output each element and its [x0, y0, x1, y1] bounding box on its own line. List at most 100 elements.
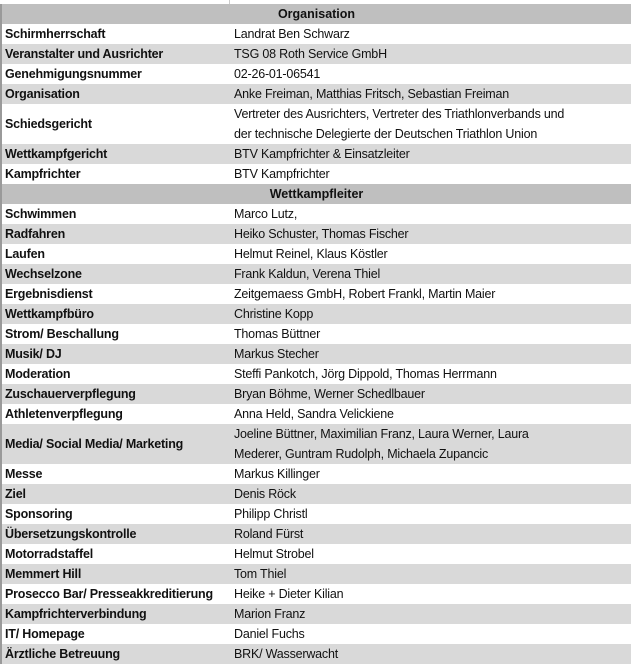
row-value: BTV Kampfrichter & Einsatzleiter [230, 144, 631, 164]
table-row: Radfahren Heiko Schuster, Thomas Fischer [2, 224, 631, 244]
table-row: Organisation Anke Freiman, Matthias Frits… [2, 84, 631, 104]
row-value: Bryan Böhme, Werner Schedlbauer [230, 384, 631, 404]
row-value: Tom Thiel [230, 564, 631, 584]
row-value-line: Marco Lutz, [234, 207, 298, 221]
row-label: Kampfrichterverbindung [5, 607, 147, 621]
row-value: Frank Kaldun, Verena Thiel [230, 264, 631, 284]
table-row: Messe Markus Killinger [2, 464, 631, 484]
row-value: Zeitgemaess GmbH, Robert Frankl, Martin … [230, 284, 631, 304]
row-label: Moderation [5, 367, 71, 381]
row-value-line: Heiko Schuster, Thomas Fischer [234, 227, 409, 241]
table-row: Strom/ Beschallung Thomas Büttner [2, 324, 631, 344]
row-label: Athletenverpflegung [5, 407, 123, 421]
table-row: Wechselzone Frank Kaldun, Verena Thiel [2, 264, 631, 284]
row-value: Roland Fürst [230, 524, 631, 544]
organisation-table: Organisation Schirmherrschaft Landrat Ben … [0, 4, 631, 664]
table-row: Schiedsgericht Vertreter des Ausrichters,… [2, 104, 631, 144]
row-value: Markus Killinger [230, 464, 631, 484]
row-value-line: Frank Kaldun, Verena Thiel [234, 267, 381, 281]
row-value-line: BTV Kampfrichter [234, 167, 330, 181]
row-value-line: Mederer, Guntram Rudolph, Michaela Zupan… [234, 447, 489, 461]
table-row: Übersetzungskontrolle Roland Fürst [2, 524, 631, 544]
row-value: Landrat Ben Schwarz [230, 24, 631, 44]
row-value-line: Tom Thiel [234, 567, 287, 581]
table-row: Sponsoring Philipp Christl [2, 504, 631, 524]
row-value: Anna Held, Sandra Velickiene [230, 404, 631, 424]
row-value-line: Helmut Strobel [234, 547, 314, 561]
table-row: Musik/ DJ Markus Stecher [2, 344, 631, 364]
row-value-line: Markus Killinger [234, 467, 320, 481]
row-value-line: Markus Stecher [234, 347, 319, 361]
row-value-line: Denis Röck [234, 487, 296, 501]
row-value: Steffi Pankotch, Jörg Dippold, Thomas He… [230, 364, 631, 384]
row-value-line: Philipp Christl [234, 507, 308, 521]
row-label: Memmert Hill [5, 567, 82, 581]
table-row: Athletenverpflegung Anna Held, Sandra Vel… [2, 404, 631, 424]
row-value-line: Landrat Ben Schwarz [234, 27, 350, 41]
row-label: Wettkampfbüro [5, 307, 94, 321]
row-value: Markus Stecher [230, 344, 631, 364]
row-value-line: Anna Held, Sandra Velickiene [234, 407, 394, 421]
table-row: Schwimmen Marco Lutz, [2, 204, 631, 224]
row-value: Thomas Büttner [230, 324, 631, 344]
row-label: Übersetzungskontrolle [5, 527, 137, 541]
row-label: Organisation [5, 87, 80, 101]
row-value-line: Bryan Böhme, Werner Schedlbauer [234, 387, 425, 401]
row-value: Marco Lutz, [230, 204, 631, 224]
row-value: Marion Franz [230, 604, 631, 624]
row-value-line: BRK/ Wasserwacht [234, 647, 339, 661]
section-header: Wettkampfleiter [2, 184, 631, 204]
table-row: Wettkampfbüro Christine Kopp [2, 304, 631, 324]
row-value-line: 02-26-01-06541 [234, 67, 321, 81]
row-value-line: Roland Fürst [234, 527, 304, 541]
row-value-line: Anke Freiman, Matthias Fritsch, Sebastia… [234, 87, 510, 101]
row-value-line: Helmut Reinel, Klaus Köstler [234, 247, 388, 261]
table-row: Ergebnisdienst Zeitgemaess GmbH, Robert F… [2, 284, 631, 304]
row-value: Christine Kopp [230, 304, 631, 324]
table-row: Schirmherrschaft Landrat Ben Schwarz [2, 24, 631, 44]
row-label: Kampfrichter [5, 167, 81, 181]
row-value-line: Marion Franz [234, 607, 306, 621]
row-label: Media/ Social Media/ Marketing [5, 437, 184, 451]
table-row: Memmert Hill Tom Thiel [2, 564, 631, 584]
row-value: Joeline Büttner, Maximilian Franz, Laura… [230, 424, 631, 464]
row-label: Wechselzone [5, 267, 82, 281]
row-label: Schwimmen [5, 207, 77, 221]
row-value: Heiko Schuster, Thomas Fischer [230, 224, 631, 244]
table-row: IT/ Homepage Daniel Fuchs [2, 624, 631, 644]
row-label: Motorradstaffel [5, 547, 93, 561]
row-label: Genehmigungsnummer [5, 67, 142, 81]
table-row: Kampfrichter BTV Kampfrichter [2, 164, 631, 184]
row-value: Helmut Strobel [230, 544, 631, 564]
row-value: Heike + Dieter Kilian [230, 584, 631, 604]
row-value-line: Daniel Fuchs [234, 627, 305, 641]
table-row: Laufen Helmut Reinel, Klaus Köstler [2, 244, 631, 264]
row-value: Philipp Christl [230, 504, 631, 524]
table-row: Veranstalter und Ausrichter TSG 08 Roth S… [2, 44, 631, 64]
row-label: Sponsoring [5, 507, 73, 521]
row-label: Strom/ Beschallung [5, 327, 119, 341]
table-row: Genehmigungsnummer 02-26-01-06541 [2, 64, 631, 84]
row-value: TSG 08 Roth Service GmbH [230, 44, 631, 64]
row-value: Helmut Reinel, Klaus Köstler [230, 244, 631, 264]
row-value-line: Steffi Pankotch, Jörg Dippold, Thomas He… [234, 367, 497, 381]
row-label: Wettkampfgericht [5, 147, 108, 161]
row-label: Ärztliche Betreuung [5, 647, 120, 661]
row-label: Radfahren [5, 227, 66, 241]
row-value-line: BTV Kampfrichter & Einsatzleiter [234, 147, 410, 161]
row-value: Daniel Fuchs [230, 624, 631, 644]
section-header: Organisation [2, 4, 631, 24]
table-row: Wettkampfgericht BTV Kampfrichter & Einsa… [2, 144, 631, 164]
row-label: Schirmherrschaft [5, 27, 106, 41]
row-label: Ziel [5, 487, 26, 501]
row-label: Veranstalter und Ausrichter [5, 47, 164, 61]
row-value-line: Heike + Dieter Kilian [234, 587, 344, 601]
row-value: 02-26-01-06541 [230, 64, 631, 84]
table-row: Moderation Steffi Pankotch, Jörg Dippold,… [2, 364, 631, 384]
row-label: Musik/ DJ [5, 347, 62, 361]
row-label: Schiedsgericht [5, 117, 92, 131]
table-row: Zuschauerverpflegung Bryan Böhme, Werner … [2, 384, 631, 404]
table-row: Kampfrichterverbindung Marion Franz [2, 604, 631, 624]
row-label: Laufen [5, 247, 45, 261]
row-label: IT/ Homepage [5, 627, 85, 641]
